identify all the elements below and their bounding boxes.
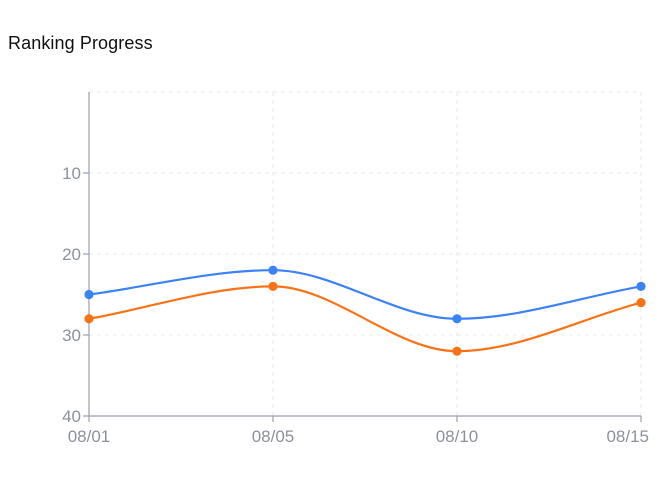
chart-title: Ranking Progress <box>8 33 153 53</box>
x-tick-label: 08/15 <box>606 427 649 446</box>
data-point <box>452 346 462 356</box>
series-line <box>87 269 643 320</box>
series-line <box>87 285 643 353</box>
y-tick-label: 20 <box>62 245 81 264</box>
series-2 <box>84 281 646 356</box>
y-tick-label: 10 <box>62 164 81 183</box>
y-tick-label: 30 <box>62 326 81 345</box>
data-point <box>452 314 462 324</box>
data-point <box>636 298 646 308</box>
data-point <box>84 289 94 300</box>
axis-layer <box>83 92 642 422</box>
grid-layer <box>89 91 642 416</box>
x-tick-label: 08/10 <box>436 427 479 446</box>
data-point <box>268 265 278 275</box>
series-1 <box>84 265 646 324</box>
x-tick-label: 08/01 <box>68 427 111 446</box>
data-point <box>84 314 94 324</box>
data-point <box>636 281 646 291</box>
y-tick-label: 40 <box>62 407 81 426</box>
series-layer <box>84 265 646 356</box>
data-point <box>268 281 278 291</box>
x-tick-label: 08/05 <box>252 427 295 446</box>
